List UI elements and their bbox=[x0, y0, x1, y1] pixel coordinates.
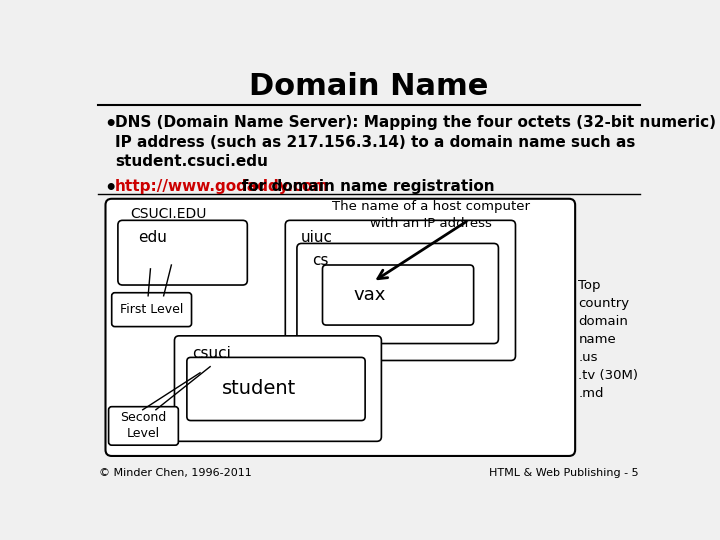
Text: Second
Level: Second Level bbox=[120, 411, 166, 441]
FancyBboxPatch shape bbox=[112, 293, 192, 327]
Text: •: • bbox=[104, 115, 117, 134]
Text: cs: cs bbox=[312, 253, 329, 268]
Text: © Minder Chen, 1996-2011: © Minder Chen, 1996-2011 bbox=[99, 468, 252, 477]
Text: The name of a host computer
with an IP address: The name of a host computer with an IP a… bbox=[332, 200, 530, 230]
FancyBboxPatch shape bbox=[174, 336, 382, 441]
Text: for domain name registration: for domain name registration bbox=[227, 179, 495, 194]
Text: student: student bbox=[222, 380, 296, 399]
FancyBboxPatch shape bbox=[285, 220, 516, 361]
Text: Domain Name: Domain Name bbox=[249, 72, 489, 101]
Text: http://www.godaddy.com: http://www.godaddy.com bbox=[114, 179, 329, 194]
Text: First Level: First Level bbox=[120, 303, 183, 316]
Text: DNS (Domain Name Server): Mapping the four octets (32-bit numeric)
IP address (s: DNS (Domain Name Server): Mapping the fo… bbox=[114, 115, 716, 170]
Text: •: • bbox=[104, 179, 117, 198]
Text: HTML & Web Publishing - 5: HTML & Web Publishing - 5 bbox=[489, 468, 639, 477]
FancyBboxPatch shape bbox=[187, 357, 365, 421]
Text: csuci: csuci bbox=[192, 346, 231, 361]
FancyBboxPatch shape bbox=[297, 244, 498, 343]
Text: uiuc: uiuc bbox=[301, 231, 333, 245]
FancyBboxPatch shape bbox=[118, 220, 248, 285]
Text: Top
country
domain
name
.us
.tv (30M)
.md: Top country domain name .us .tv (30M) .m… bbox=[578, 279, 638, 400]
FancyBboxPatch shape bbox=[323, 265, 474, 325]
FancyBboxPatch shape bbox=[106, 199, 575, 456]
Text: edu: edu bbox=[138, 231, 167, 245]
Text: vax: vax bbox=[354, 286, 386, 304]
FancyBboxPatch shape bbox=[109, 407, 179, 445]
Text: CSUCI.EDU: CSUCI.EDU bbox=[130, 207, 207, 221]
